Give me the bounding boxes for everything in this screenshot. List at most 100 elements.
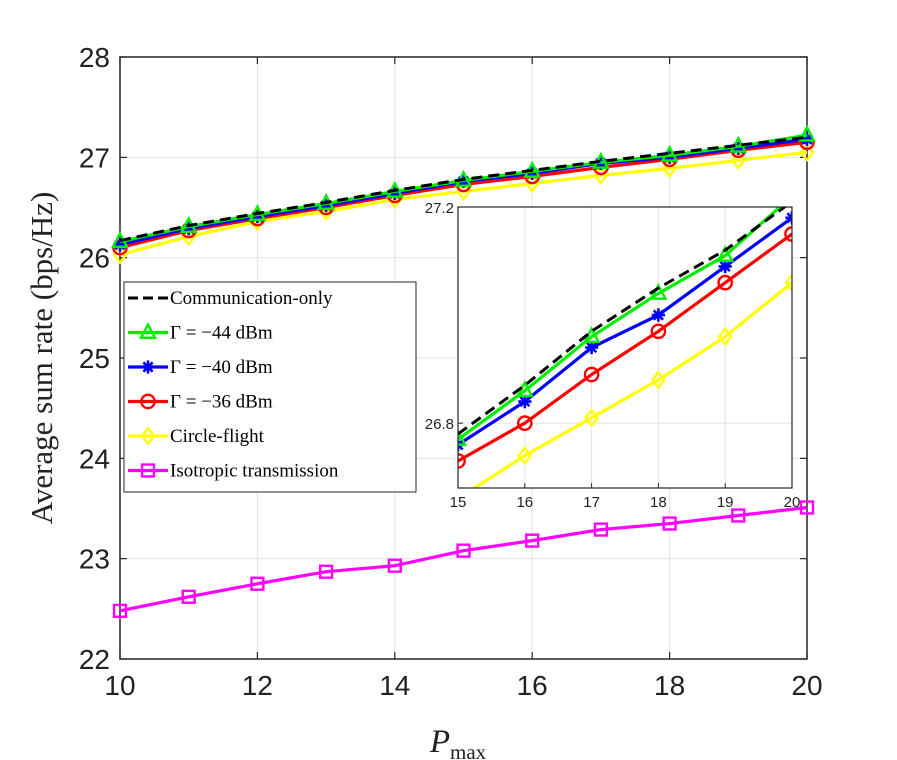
legend-item-circle-flight: Circle-flight	[128, 426, 265, 447]
inset-point-36-dbm-18	[650, 323, 667, 340]
y-axis-label: Average sum rate (bps/Hz)	[24, 192, 59, 525]
point-40-dbm-19	[731, 141, 745, 155]
inset-x-tick-label-20: 20	[784, 494, 801, 511]
legend-box	[123, 281, 417, 493]
point-40-dbm-11	[182, 221, 196, 236]
series-line-isotropic-transmission	[119, 505, 808, 613]
legend-marker-44-dbm	[139, 321, 157, 339]
inset-point-40-dbm-16	[518, 394, 532, 409]
inset-point-40-dbm-18	[651, 308, 666, 322]
point-isotropic-transmission-16	[525, 533, 540, 548]
x-axis-label-subscript: max	[450, 740, 487, 760]
y-tick-label-28: 28	[79, 42, 110, 73]
legend-label-40-dbm: Γ = −40 dBm	[170, 357, 273, 378]
main-axis-ticks: 10 12 14 16 18 20 22 23 24 25 26 27 28	[79, 42, 823, 701]
series-communication-only	[119, 135, 808, 243]
inset-point-circle-flight-18	[650, 370, 666, 390]
legend-marker-isotropic-transmission	[140, 463, 156, 478]
point-isotropic-transmission-18	[662, 516, 677, 531]
inset-point-circle-flight-20	[784, 272, 792, 293]
inset-series-44-dbm	[458, 188, 799, 446]
inset-point-44-dbm-20	[785, 188, 799, 201]
inset-point-36-dbm-16	[516, 415, 533, 432]
y-tick-label-23: 23	[79, 544, 110, 575]
inset-series-40-dbm	[458, 211, 792, 452]
x-tick-label-20: 20	[791, 670, 822, 701]
x-tick-label-16: 16	[517, 670, 548, 701]
inset-x-tick-label-15: 15	[450, 494, 467, 511]
legend-item-isotropic-transmission: Isotropic transmission	[128, 461, 339, 482]
series-line-communication-only	[119, 135, 808, 243]
inset-point-40-dbm-19	[718, 259, 732, 274]
point-isotropic-transmission-12	[250, 576, 265, 591]
x-axis-label-main: P	[429, 724, 450, 760]
legend-item-44-dbm: Γ = −44 dBm	[128, 321, 273, 344]
point-isotropic-transmission-14	[387, 558, 402, 573]
y-tick-label-26: 26	[79, 243, 110, 274]
legend-label-36-dbm: Γ = −36 dBm	[170, 392, 273, 413]
y-tick-label-27: 27	[79, 142, 110, 173]
legend-item-40-dbm: Γ = −40 dBm	[128, 357, 273, 378]
x-tick-label-10: 10	[104, 670, 135, 701]
inset-x-tick-label-18: 18	[650, 494, 667, 511]
point-44-dbm-20	[798, 124, 816, 142]
inset-series-line-36-dbm	[458, 232, 792, 463]
point-isotropic-transmission-11	[181, 589, 196, 604]
legend-label-communication-only: Communication-only	[170, 288, 333, 309]
legend-marker-36-dbm	[140, 393, 156, 410]
point-40-dbm-10	[113, 237, 127, 252]
inset-point-circle-flight-19	[717, 327, 733, 347]
inset-point-44-dbm-19	[716, 245, 735, 263]
point-40-dbm-16	[525, 166, 539, 181]
point-40-dbm-14	[388, 186, 402, 201]
y-tick-label-22: 22	[79, 644, 110, 675]
inset-y-tick-label-1: 27.2	[425, 200, 454, 217]
x-tick-label-14: 14	[379, 670, 410, 701]
point-isotropic-transmission-15	[456, 543, 471, 558]
inset-x-tick-label-16: 16	[516, 494, 533, 511]
inset-series-36-dbm	[458, 226, 792, 469]
point-isotropic-transmission-10	[112, 603, 128, 618]
inset-x-tick-label-19: 19	[717, 494, 734, 511]
legend-item-36-dbm: Γ = −36 dBm	[128, 392, 273, 413]
point-circle-flight-20	[799, 142, 815, 162]
y-tick-label-24: 24	[79, 443, 110, 474]
point-40-dbm-12	[250, 209, 265, 224]
point-circle-flight-19	[730, 150, 746, 171]
legend-marker-40-dbm	[141, 360, 155, 374]
inset-point-40-dbm-17	[584, 340, 599, 355]
series-isotropic-transmission	[112, 500, 815, 618]
inset-x-tick-label-17: 17	[583, 494, 600, 511]
legend-label-circle-flight: Circle-flight	[170, 426, 265, 447]
point-40-dbm-20	[800, 132, 814, 146]
inset-point-44-dbm-15	[458, 428, 467, 446]
legend: Communication-only Γ = −44 dBm Γ = −40 dBm…	[123, 281, 417, 493]
inset-series-communication-only	[458, 207, 788, 436]
inset-series-line-44-dbm	[458, 207, 783, 441]
legend-label-44-dbm: Γ = −44 dBm	[170, 323, 273, 344]
main-series	[111, 124, 816, 618]
inset-series-circle-flight	[471, 272, 792, 488]
point-isotropic-transmission-17	[593, 522, 609, 537]
inset-point-circle-flight-16	[517, 445, 533, 466]
y-tick-label-25: 25	[79, 343, 110, 374]
inset-y-tick-label-0: 26.8	[425, 416, 454, 433]
point-circle-flight-11	[181, 226, 197, 247]
point-40-dbm-18	[662, 150, 677, 164]
x-tick-label-18: 18	[654, 670, 685, 701]
inset-series-line-communication-only	[458, 207, 788, 436]
inset-chart: 15 16 17 18 19 20 26.8 27.2	[425, 188, 801, 511]
legend-item-communication-only: Communication-only	[128, 288, 333, 309]
inset-series-line-circle-flight	[471, 281, 792, 488]
inset-point-36-dbm-17	[583, 366, 600, 383]
inset-background	[458, 207, 792, 488]
point-40-dbm-13	[319, 198, 333, 213]
legend-label-isotropic-transmission: Isotropic transmission	[170, 461, 339, 482]
inset-series	[458, 188, 799, 488]
inset-point-circle-flight-17	[584, 408, 600, 428]
legend-marker-circle-flight	[140, 426, 156, 446]
inset-frame	[457, 206, 793, 489]
point-isotropic-transmission-20	[799, 500, 815, 515]
x-axis-label: Pmax	[429, 724, 487, 760]
